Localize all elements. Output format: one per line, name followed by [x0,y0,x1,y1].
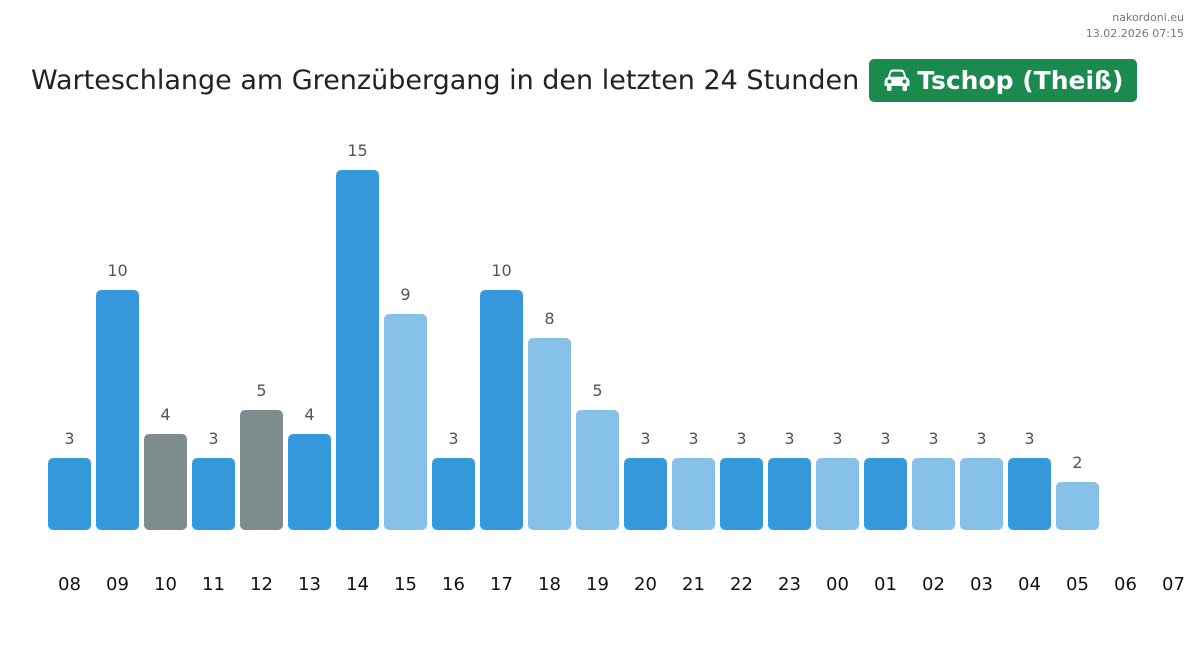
x-tick-label-05: 05 [1066,574,1089,595]
border-crossing-name: Tschop (Theiß) [917,65,1124,95]
x-tick-label-21: 21 [682,574,705,595]
bar-12 [240,410,283,530]
x-tick-label-15: 15 [394,574,417,595]
x-tick-label-23: 23 [778,574,801,595]
value-label-03: 3 [976,429,986,448]
source-site: nakordoni.eu [1112,11,1184,24]
bar-15 [384,314,427,530]
value-label-21: 3 [688,429,698,448]
header: Warteschlange am Grenzübergang in den le… [31,58,1138,102]
x-tick-label-13: 13 [298,574,321,595]
value-label-09: 10 [107,261,127,280]
value-label-16: 3 [448,429,458,448]
bar-11 [192,458,235,530]
value-label-13: 4 [304,405,314,424]
x-tick-label-14: 14 [346,574,369,595]
value-label-10: 4 [160,405,170,424]
x-tick-label-11: 11 [202,574,225,595]
x-tick-label-16: 16 [442,574,465,595]
bar-05 [1056,482,1099,530]
source-datetime: 13.02.2026 07:15 [1085,27,1184,40]
bar-21 [672,458,715,530]
x-tick-label-19: 19 [586,574,609,595]
value-label-12: 5 [256,381,266,400]
bar-10 [144,434,187,530]
source-info: nakordoni.eu 13.02.2026 07:15 [1086,10,1184,42]
value-label-04: 3 [1024,429,1034,448]
x-tick-label-07: 07 [1162,574,1185,595]
bar-13 [288,434,331,530]
value-label-11: 3 [208,429,218,448]
x-tick-label-10: 10 [154,574,177,595]
value-label-18: 8 [544,309,554,328]
x-tick-label-08: 08 [58,574,81,595]
page-title: Warteschlange am Grenzübergang in den le… [31,64,860,96]
bar-19 [576,410,619,530]
x-tick-label-20: 20 [634,574,657,595]
value-label-08: 3 [64,429,74,448]
border-crossing-badge: Tschop (Theiß) [869,58,1138,102]
x-tick-label-12: 12 [250,574,273,595]
value-label-05: 2 [1072,453,1082,472]
bar-02 [912,458,955,530]
x-tick-label-22: 22 [730,574,753,595]
bar-18 [528,338,571,530]
x-tick-label-02: 02 [922,574,945,595]
x-tick-label-04: 04 [1018,574,1041,595]
bar-16 [432,458,475,530]
bar-23 [768,458,811,530]
value-label-01: 3 [880,429,890,448]
bar-08 [48,458,91,530]
value-label-00: 3 [832,429,842,448]
value-label-20: 3 [640,429,650,448]
bar-03 [960,458,1003,530]
x-tick-label-03: 03 [970,574,993,595]
bar-00 [816,458,859,530]
value-label-15: 9 [400,285,410,304]
bar-20 [624,458,667,530]
x-tick-label-01: 01 [874,574,897,595]
value-label-17: 10 [491,261,511,280]
x-tick-label-18: 18 [538,574,561,595]
x-tick-label-06: 06 [1114,574,1137,595]
bar-14 [336,170,379,530]
bar-09 [96,290,139,530]
x-tick-label-09: 09 [106,574,129,595]
value-label-23: 3 [784,429,794,448]
car-icon [884,69,910,91]
bar-17 [480,290,523,530]
value-label-02: 3 [928,429,938,448]
x-tick-label-17: 17 [490,574,513,595]
value-label-19: 5 [592,381,602,400]
value-label-14: 15 [347,141,367,160]
bar-22 [720,458,763,530]
bar-01 [864,458,907,530]
x-tick-label-00: 00 [826,574,849,595]
bar-04 [1008,458,1051,530]
value-label-22: 3 [736,429,746,448]
